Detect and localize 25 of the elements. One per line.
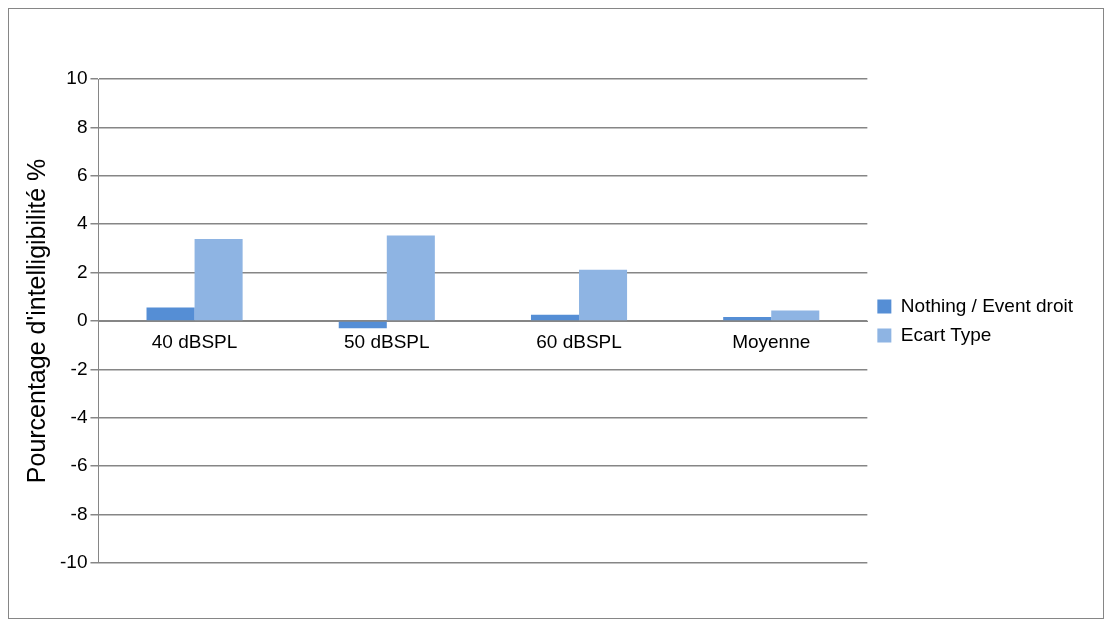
y-tick-label: -2 — [70, 357, 88, 379]
x-tick-label: 60 dBSPL — [536, 330, 622, 352]
legend-label: Ecart Type — [900, 323, 992, 345]
y-tick-label: 2 — [76, 260, 88, 282]
y-tick-label: 8 — [76, 115, 88, 137]
y-tick-label: 4 — [76, 212, 88, 234]
bar — [338, 321, 387, 329]
x-tick-label: 50 dBSPL — [344, 330, 430, 352]
x-tick-label: Moyenne — [732, 330, 811, 352]
bar — [579, 269, 628, 321]
legend-label: Nothing / Event droit — [900, 294, 1074, 316]
y-axis-title: Pourcentage d'intelligibilité % — [21, 158, 50, 484]
y-tick-label: -4 — [70, 406, 88, 428]
y-tick-label: 0 — [76, 309, 88, 331]
y-tick-label: 6 — [76, 164, 88, 186]
y-tick-label: -6 — [70, 454, 88, 476]
bar — [771, 310, 820, 321]
bar — [146, 307, 195, 321]
y-tick-label: -10 — [59, 551, 88, 573]
y-tick-label: -8 — [70, 502, 88, 524]
y-tick-label: 10 — [66, 67, 88, 89]
x-tick-label: 40 dBSPL — [151, 330, 238, 352]
bar — [194, 238, 243, 321]
bar — [530, 314, 580, 321]
bar — [386, 235, 435, 321]
